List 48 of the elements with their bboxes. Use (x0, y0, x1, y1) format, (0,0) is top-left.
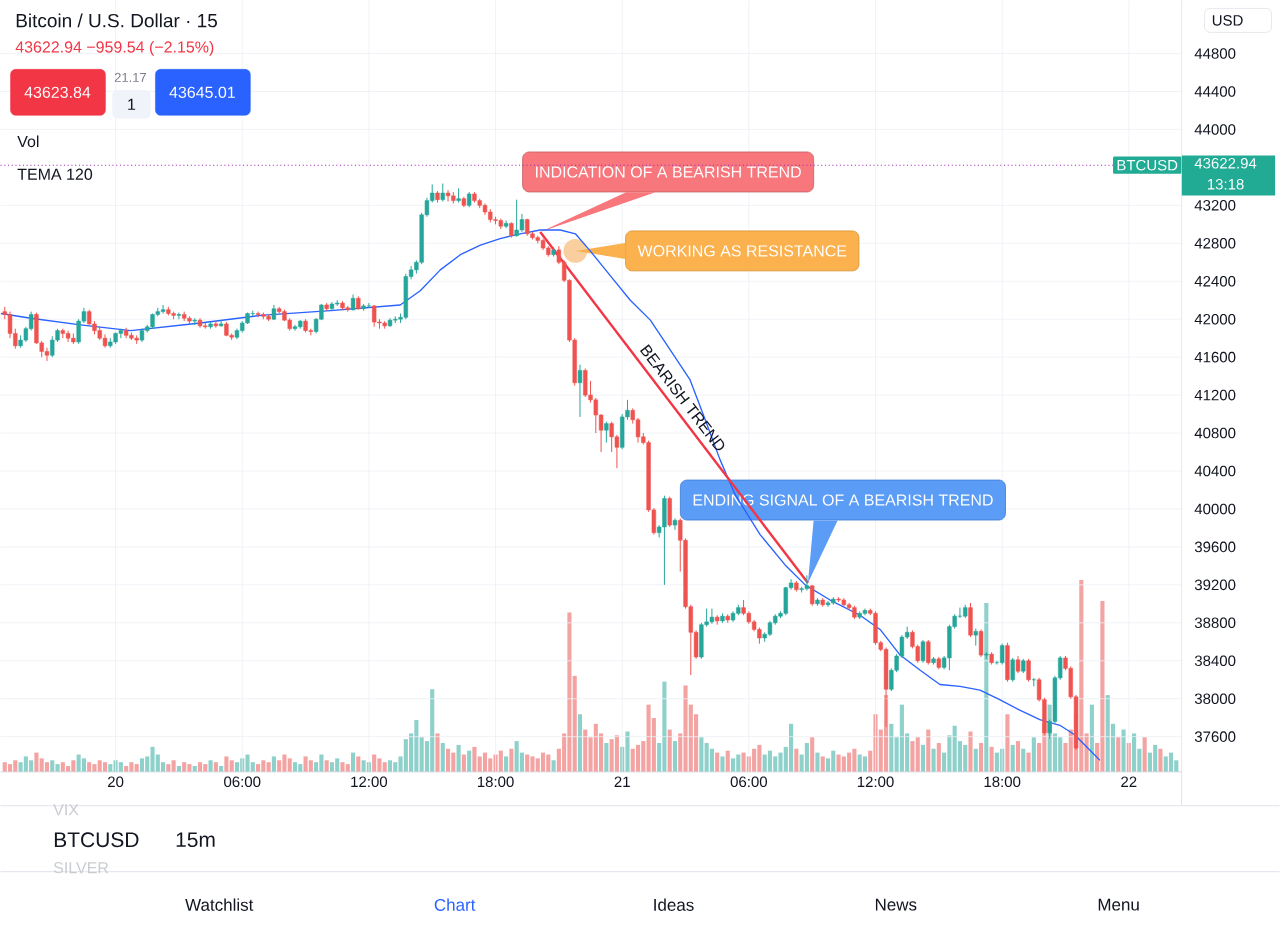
text: 43622.94 (1194, 158, 1257, 169)
x-tick-label: 20 (108, 776, 124, 788)
y-tick-label: 41200 (1194, 389, 1236, 401)
y-tick-label: 39600 (1194, 541, 1236, 553)
y-tick-label: 44800 (1194, 48, 1236, 60)
annotation: Vol (17, 135, 39, 148)
ref-line-label: BTCUSD (1117, 160, 1178, 171)
x-tick-label: 06:00 (730, 776, 768, 788)
x-tick-label: 18:00 (984, 776, 1021, 788)
text: BTCUSD (54, 832, 139, 848)
annotation: 1 (128, 99, 136, 110)
text: 43622.94 −959.54 (−2.15%) (15, 41, 214, 56)
text: Ideas (654, 898, 694, 912)
x-tick-label: 12:00 (351, 776, 388, 788)
y-tick-label: 39200 (1194, 579, 1236, 591)
text: Bitcoin / U.S. Dollar · 15 (16, 13, 217, 28)
x-tick-label: 12:00 (857, 776, 894, 788)
text: 15m (176, 832, 215, 848)
y-tick-label: 40400 (1194, 465, 1236, 477)
y-tick-label: 44000 (1194, 124, 1236, 135)
y-tick-label: 42800 (1194, 238, 1236, 249)
y-tick-label: 42000 (1194, 314, 1236, 325)
y-tick-label: 40000 (1194, 503, 1236, 515)
y-tick-label: 40800 (1194, 427, 1236, 439)
text: Watchlist (185, 898, 254, 912)
y-tick-label: 44400 (1194, 86, 1236, 97)
y-tick-label: 42400 (1194, 276, 1236, 287)
x-tick-label: 21 (614, 776, 630, 788)
y-tick-label: 41600 (1194, 352, 1236, 363)
x-tick-label: 22 (1121, 776, 1137, 788)
text: 13:18 (1207, 179, 1244, 190)
annotation: 43623.84 (24, 86, 91, 99)
annotation: WORKING AS RESISTANCE (637, 245, 847, 257)
annotation: 43645.01 (169, 86, 235, 99)
x-tick-label: 06:00 (224, 776, 261, 788)
text: Chart (434, 898, 476, 912)
y-tick-label: 43200 (1194, 200, 1236, 211)
x-tick-label: 18:00 (477, 776, 514, 788)
y-tick-label: 37600 (1194, 731, 1236, 743)
annotation: INDICATION OF A BEARISH TREND (536, 166, 801, 178)
y-tick-label: 38000 (1194, 693, 1236, 705)
y-tick-label: 38800 (1194, 617, 1236, 629)
text: Menu (1098, 898, 1139, 911)
y-tick-label: 38400 (1194, 655, 1236, 667)
annotation: 21.17 (114, 72, 147, 83)
text: News (875, 898, 917, 911)
annotation: TEMA 120 (17, 168, 93, 181)
text: USD (1212, 15, 1243, 26)
